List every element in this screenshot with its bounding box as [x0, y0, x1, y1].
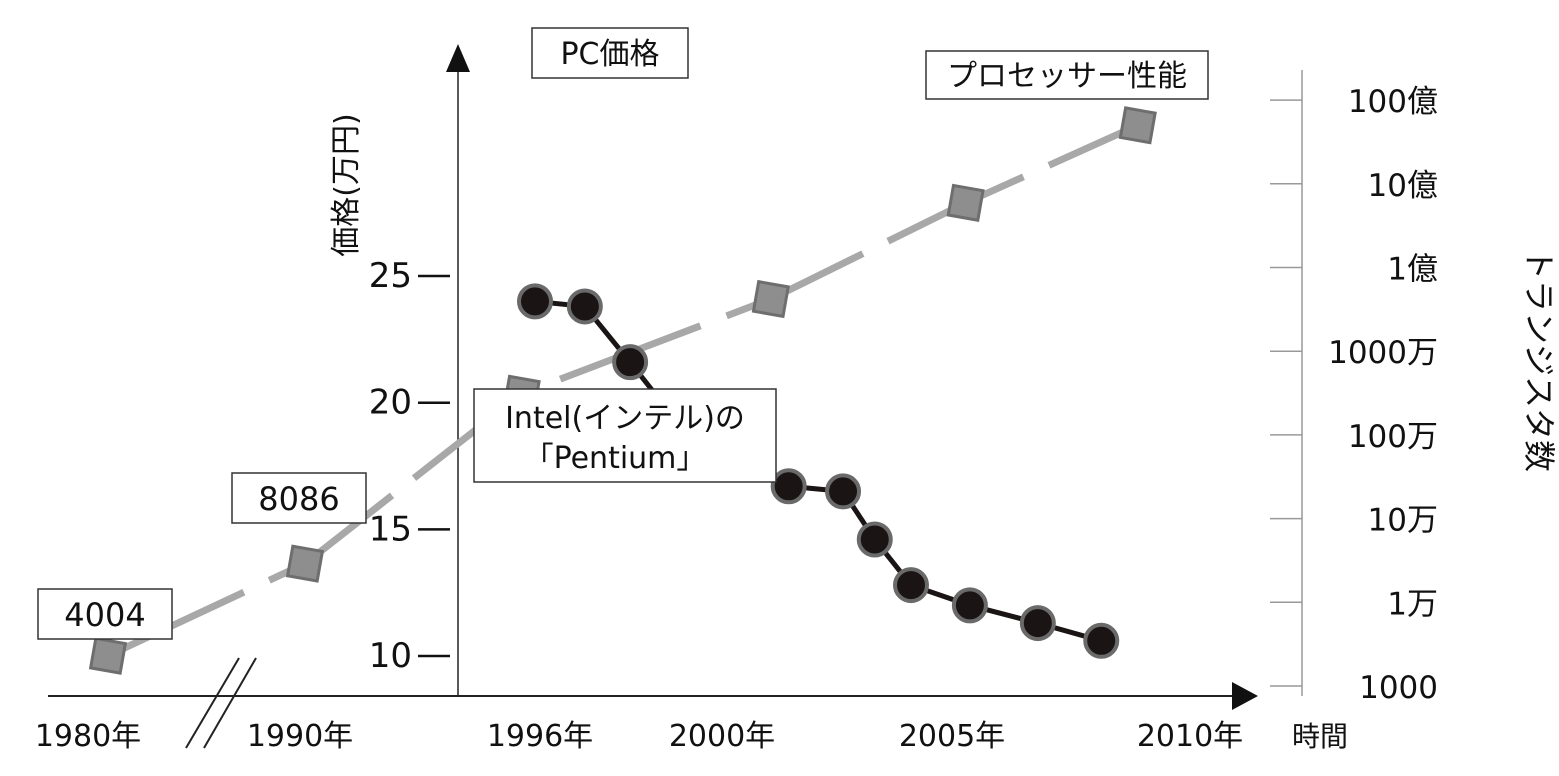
x-tick-label: 2000年 [669, 719, 775, 754]
x-tick-label: 2010年 [1137, 719, 1243, 754]
axis-break-mark [203, 657, 257, 749]
price-point [770, 468, 807, 505]
processor-point [1118, 106, 1157, 145]
axes [48, 44, 1303, 749]
y-left-axis-arrow [446, 44, 470, 72]
y-right-tick-label: 1億 [1387, 252, 1438, 288]
annotation-box-4004 [37, 588, 173, 640]
price-point [1019, 605, 1056, 642]
y-right-tick-label: 1000 [1359, 670, 1438, 706]
axis-break-mark [185, 657, 240, 749]
annotation-8086: 8086 [258, 480, 339, 518]
y-right-tick-label: 100億 [1348, 84, 1438, 120]
legend-processor-label: プロセッサー性能 [947, 59, 1187, 94]
legend-box-processor [925, 50, 1209, 100]
processor-point [751, 279, 790, 319]
annotation-pentium-line1: Intel(インテル)の [505, 401, 745, 436]
y-right-tick-label: 10億 [1368, 168, 1438, 204]
y-right-axis-label: トランジスタ数 [1520, 248, 1558, 472]
price-point [892, 567, 929, 604]
y-right-tick-label: 100万 [1348, 419, 1438, 455]
y-right-tick-label: 1万 [1387, 586, 1438, 622]
price-point [1083, 622, 1120, 659]
y-right-tick-label: 10万 [1368, 503, 1438, 539]
price-point [566, 288, 603, 325]
annotation-4004: 4004 [64, 596, 145, 634]
x-tick-label: 1990年 [247, 719, 353, 754]
price-point [856, 521, 893, 558]
processor-point [946, 183, 985, 222]
annotation-box-8086 [231, 472, 367, 524]
processor-point [285, 544, 325, 583]
y-right-tick-label: 1000万 [1328, 335, 1438, 371]
annotation-box-pentium [473, 388, 777, 483]
annotation-pentium-line2: 「Pentium」 [524, 441, 707, 476]
price-point [951, 587, 988, 624]
y-left-axis-label: 価格(万円) [329, 113, 364, 256]
price-point [825, 473, 862, 510]
processor-series-line [106, 122, 1140, 659]
y-left-tick-label: 25 [369, 256, 412, 296]
y-left-tick-label: 10 [369, 636, 412, 676]
x-tick-label: 2005年 [899, 719, 1005, 754]
x-axis-arrow [1232, 682, 1258, 710]
legend-price-label: PC価格 [560, 37, 659, 72]
ticks: 1980年 1990年 1996年 2000年 2005年 2010年 時間 10 15 20 25… [35, 84, 1558, 754]
price-point [517, 283, 553, 320]
x-tick-label: 1980年 [35, 719, 141, 754]
y-left-tick-label: 15 [369, 509, 412, 549]
x-tick-label: 1996年 [487, 719, 593, 754]
legend-box-price [531, 27, 689, 79]
processor-point [88, 636, 128, 675]
y-left-tick-label: 20 [369, 383, 412, 423]
x-axis-label: 時間 [1292, 720, 1348, 753]
price-point [612, 344, 649, 381]
